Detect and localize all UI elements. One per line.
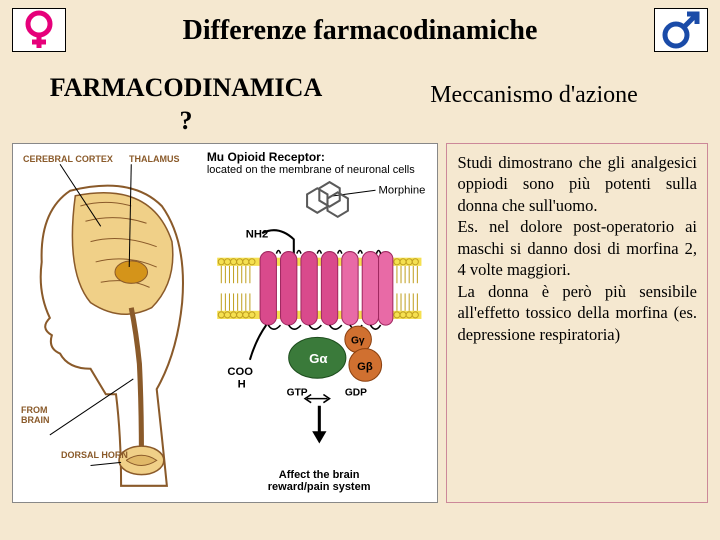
brain-diagram: CEREBRAL CORTEX THALAMUS FROM BRAIN DORS… <box>19 150 203 496</box>
head-svg <box>19 150 203 496</box>
morphine-icon: Morphine <box>307 182 425 217</box>
morphine-label: Morphine <box>378 184 425 196</box>
left-heading-line1: FARMACODINAMICA <box>12 72 360 105</box>
text-box: Studi dimostrano che gli analgesici oppi… <box>446 143 708 503</box>
from-brain-label: FROM BRAIN <box>21 405 50 425</box>
receptor-subtitle: located on the membrane of neuronal cell… <box>207 164 432 176</box>
nh2-label: NH2 <box>246 228 268 240</box>
gtp-label: GTP <box>286 388 307 399</box>
male-icon <box>654 8 708 52</box>
receptor-title: Mu Opioid Receptor: <box>207 150 432 164</box>
main-title: Differenze farmacodinamiche <box>183 15 538 47</box>
cooh-label: H <box>237 378 245 390</box>
right-heading: Meccanismo d'azione <box>360 72 708 109</box>
left-heading-line2: ? <box>12 105 360 138</box>
thalamus-label: THALAMUS <box>129 154 180 164</box>
gb-label: Gβ <box>357 361 373 373</box>
receptor-svg: Morphine NH2 <box>207 176 432 462</box>
gy-label: Gγ <box>351 335 365 346</box>
ga-label: Gα <box>309 351 328 366</box>
affect-label: Affect the brain reward/pain system <box>207 469 432 493</box>
gdp-label: GDP <box>345 388 367 399</box>
female-icon <box>12 8 66 52</box>
subheading-row: FARMACODINAMICA ? Meccanismo d'azione <box>12 72 708 137</box>
slide-container: Differenze farmacodinamiche FARMACODINAM… <box>0 0 720 540</box>
coo-label: COO <box>227 366 253 378</box>
receptor-diagram: Mu Opioid Receptor: located on the membr… <box>207 150 432 496</box>
dorsal-horn-label: DORSAL HORN <box>61 450 128 460</box>
left-heading: FARMACODINAMICA ? <box>12 72 360 137</box>
cortex-label: CEREBRAL CORTEX <box>23 154 113 164</box>
content-row: CEREBRAL CORTEX THALAMUS FROM BRAIN DORS… <box>12 143 708 503</box>
title-row: Differenze farmacodinamiche <box>12 8 708 54</box>
diagram-area: CEREBRAL CORTEX THALAMUS FROM BRAIN DORS… <box>12 143 438 503</box>
